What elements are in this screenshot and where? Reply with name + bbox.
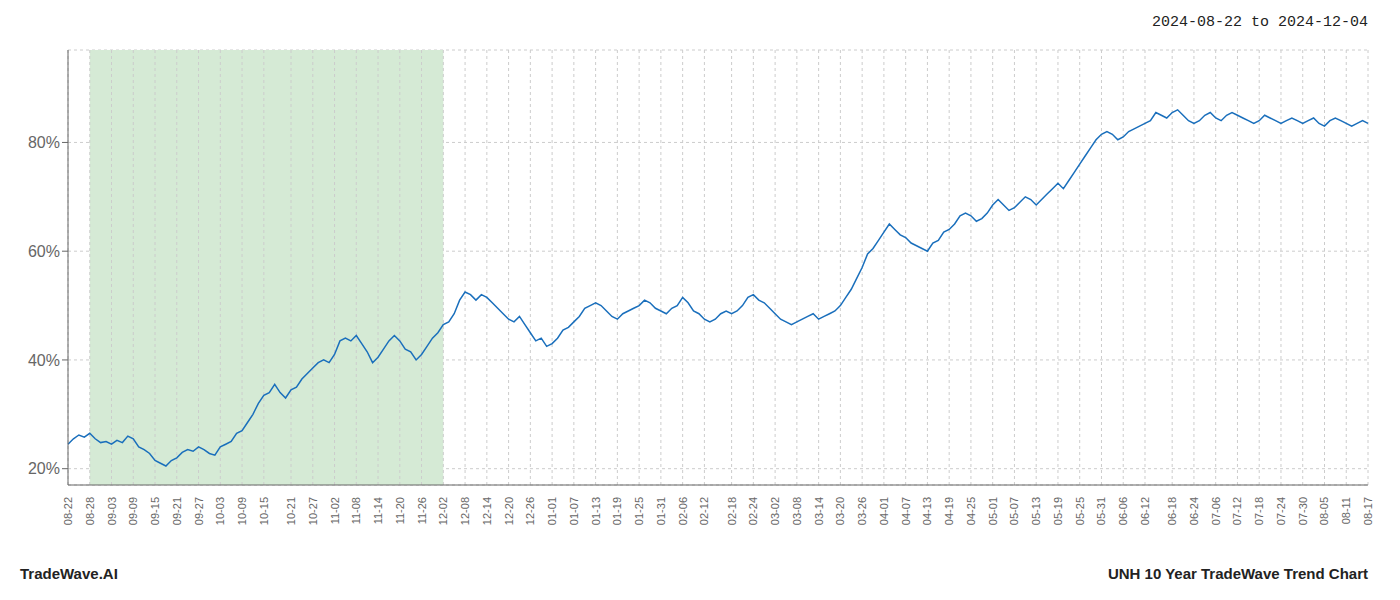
- svg-text:09-27: 09-27: [193, 497, 205, 525]
- svg-text:10-03: 10-03: [214, 497, 226, 525]
- svg-text:10-27: 10-27: [307, 497, 319, 525]
- svg-text:11-20: 11-20: [394, 497, 406, 524]
- html-text:UNH 10 Year TradeWave Trend Ch: UNH 10 Year TradeWave Trend Chart: [1107, 565, 1368, 582]
- svg-text:05-31: 05-31: [1095, 497, 1107, 525]
- svg-text:04-13: 04-13: [921, 497, 933, 525]
- html-text:2024-08-22 to 2024-12-04: 2024-08-22 to 2024-12-04: [1152, 14, 1368, 31]
- svg-text:05-19: 05-19: [1052, 497, 1064, 525]
- svg-text:01-25: 01-25: [633, 497, 645, 525]
- svg-text:07-30: 07-30: [1297, 497, 1309, 525]
- svg-text:07-24: 07-24: [1275, 497, 1287, 525]
- svg-text:07-18: 07-18: [1253, 497, 1265, 525]
- svg-text:12-26: 12-26: [524, 497, 536, 525]
- svg-text:01-19: 01-19: [611, 497, 623, 525]
- svg-text:09-03: 09-03: [106, 497, 118, 525]
- svg-text:07-06: 07-06: [1210, 497, 1222, 525]
- svg-text:11-08: 11-08: [350, 497, 362, 524]
- svg-text:11-02: 11-02: [329, 497, 341, 524]
- svg-text:40%: 40%: [28, 352, 60, 369]
- svg-text:08-05: 08-05: [1318, 497, 1330, 525]
- svg-text:01-13: 01-13: [590, 497, 602, 525]
- svg-text:11-26: 11-26: [416, 497, 428, 524]
- svg-text:10-09: 10-09: [236, 497, 248, 525]
- svg-text:03-02: 03-02: [769, 497, 781, 525]
- svg-text:05-13: 05-13: [1030, 497, 1042, 525]
- svg-text:06-18: 06-18: [1166, 497, 1178, 525]
- svg-text:09-21: 09-21: [171, 497, 183, 525]
- svg-text:09-09: 09-09: [127, 497, 139, 525]
- svg-text:01-07: 01-07: [568, 497, 580, 525]
- svg-text:03-14: 03-14: [813, 497, 825, 525]
- svg-text:05-25: 05-25: [1074, 497, 1086, 525]
- svg-text:04-25: 04-25: [965, 497, 977, 525]
- svg-text:08-17: 08-17: [1362, 497, 1374, 525]
- svg-text:08-22: 08-22: [62, 497, 74, 525]
- svg-text:02-24: 02-24: [747, 497, 759, 525]
- svg-text:12-14: 12-14: [481, 497, 493, 525]
- svg-text:05-01: 05-01: [987, 497, 999, 525]
- svg-text:03-26: 03-26: [856, 497, 868, 525]
- svg-text:07-12: 07-12: [1231, 497, 1243, 525]
- svg-text:12-20: 12-20: [503, 497, 515, 525]
- svg-text:04-01: 04-01: [878, 497, 890, 525]
- svg-text:06-06: 06-06: [1117, 497, 1129, 525]
- html-text:TradeWave.AI: TradeWave.AI: [20, 565, 118, 582]
- svg-text:10-21: 10-21: [285, 497, 297, 525]
- svg-text:01-01: 01-01: [546, 497, 558, 525]
- svg-text:04-19: 04-19: [943, 497, 955, 525]
- svg-text:09-15: 09-15: [149, 497, 161, 525]
- svg-text:08-28: 08-28: [84, 497, 96, 525]
- svg-text:01-31: 01-31: [655, 497, 667, 525]
- svg-text:02-06: 02-06: [677, 497, 689, 525]
- svg-text:11-14: 11-14: [372, 497, 384, 524]
- svg-text:20%: 20%: [28, 460, 60, 477]
- svg-text:02-18: 02-18: [726, 497, 738, 525]
- svg-text:03-20: 03-20: [834, 497, 846, 525]
- svg-text:08-11: 08-11: [1340, 497, 1352, 524]
- svg-text:12-08: 12-08: [459, 497, 471, 525]
- svg-text:02-12: 02-12: [698, 497, 710, 525]
- svg-text:03-08: 03-08: [791, 497, 803, 525]
- svg-text:10-15: 10-15: [258, 497, 270, 525]
- svg-text:04-07: 04-07: [900, 497, 912, 525]
- svg-text:06-12: 06-12: [1139, 497, 1151, 525]
- svg-text:80%: 80%: [28, 134, 60, 151]
- svg-text:60%: 60%: [28, 243, 60, 260]
- svg-text:06-24: 06-24: [1188, 497, 1200, 525]
- svg-text:12-02: 12-02: [437, 497, 449, 525]
- svg-text:05-07: 05-07: [1008, 497, 1020, 525]
